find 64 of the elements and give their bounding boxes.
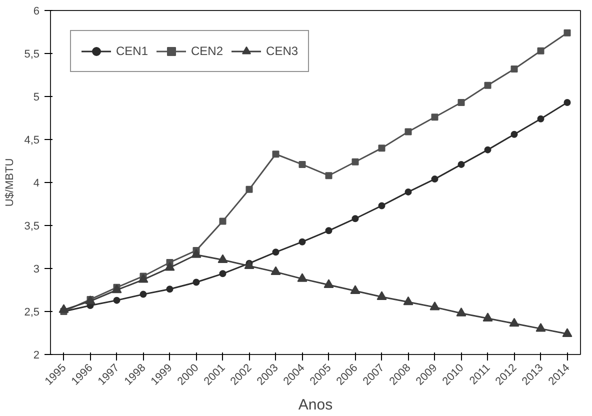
point [58, 304, 69, 313]
point [272, 248, 280, 256]
point [562, 328, 572, 337]
point [112, 284, 122, 294]
point [537, 115, 544, 122]
y-tick-label: 4 [33, 178, 40, 190]
y-tick-label: 3 [33, 264, 40, 276]
point [192, 278, 200, 286]
legend-label: CEN3 [266, 44, 298, 58]
point [325, 227, 332, 234]
x-axis-title: Anos [298, 396, 333, 414]
point [403, 296, 414, 306]
y-tick-label: 2,5 [24, 306, 40, 318]
point [298, 160, 306, 168]
y-tick-label: 6 [33, 6, 40, 18]
point [350, 285, 360, 294]
point [352, 215, 359, 222]
y-tick-label: 4,5 [24, 134, 40, 146]
point [325, 172, 332, 180]
legend-label: CEN1 [116, 44, 148, 58]
point [510, 65, 518, 72]
point [456, 308, 466, 316]
point [431, 114, 438, 121]
point [484, 146, 492, 154]
point [218, 254, 228, 263]
point [431, 176, 438, 183]
legend-label: CEN2 [191, 44, 224, 58]
point [378, 202, 386, 210]
point [298, 238, 306, 246]
point [113, 296, 120, 304]
point [378, 144, 386, 152]
point [376, 291, 387, 300]
y-tick-label: 5 [33, 92, 40, 104]
point [537, 47, 544, 54]
point [297, 273, 308, 282]
point [272, 150, 280, 158]
point [564, 29, 571, 36]
point [244, 260, 254, 270]
point [484, 82, 492, 89]
y-tick-label: 2 [33, 350, 40, 362]
point [352, 158, 359, 166]
point [270, 266, 281, 276]
point [140, 290, 147, 298]
point [164, 262, 175, 271]
point [458, 160, 465, 168]
point [458, 99, 465, 106]
point [510, 130, 518, 138]
point [219, 218, 226, 225]
y-tick-label: 3,5 [24, 220, 40, 232]
point [564, 99, 571, 106]
point [536, 323, 546, 332]
point [191, 249, 202, 258]
y-axis-title: U$/MBTU [4, 158, 16, 207]
y-tick-label: 5,5 [24, 48, 40, 60]
point [404, 128, 412, 136]
point [138, 274, 148, 283]
point [246, 186, 253, 193]
point [430, 302, 440, 310]
point [404, 188, 412, 196]
point [219, 270, 226, 278]
point [509, 318, 520, 327]
point [324, 279, 334, 288]
point [482, 312, 493, 322]
point [166, 286, 174, 293]
